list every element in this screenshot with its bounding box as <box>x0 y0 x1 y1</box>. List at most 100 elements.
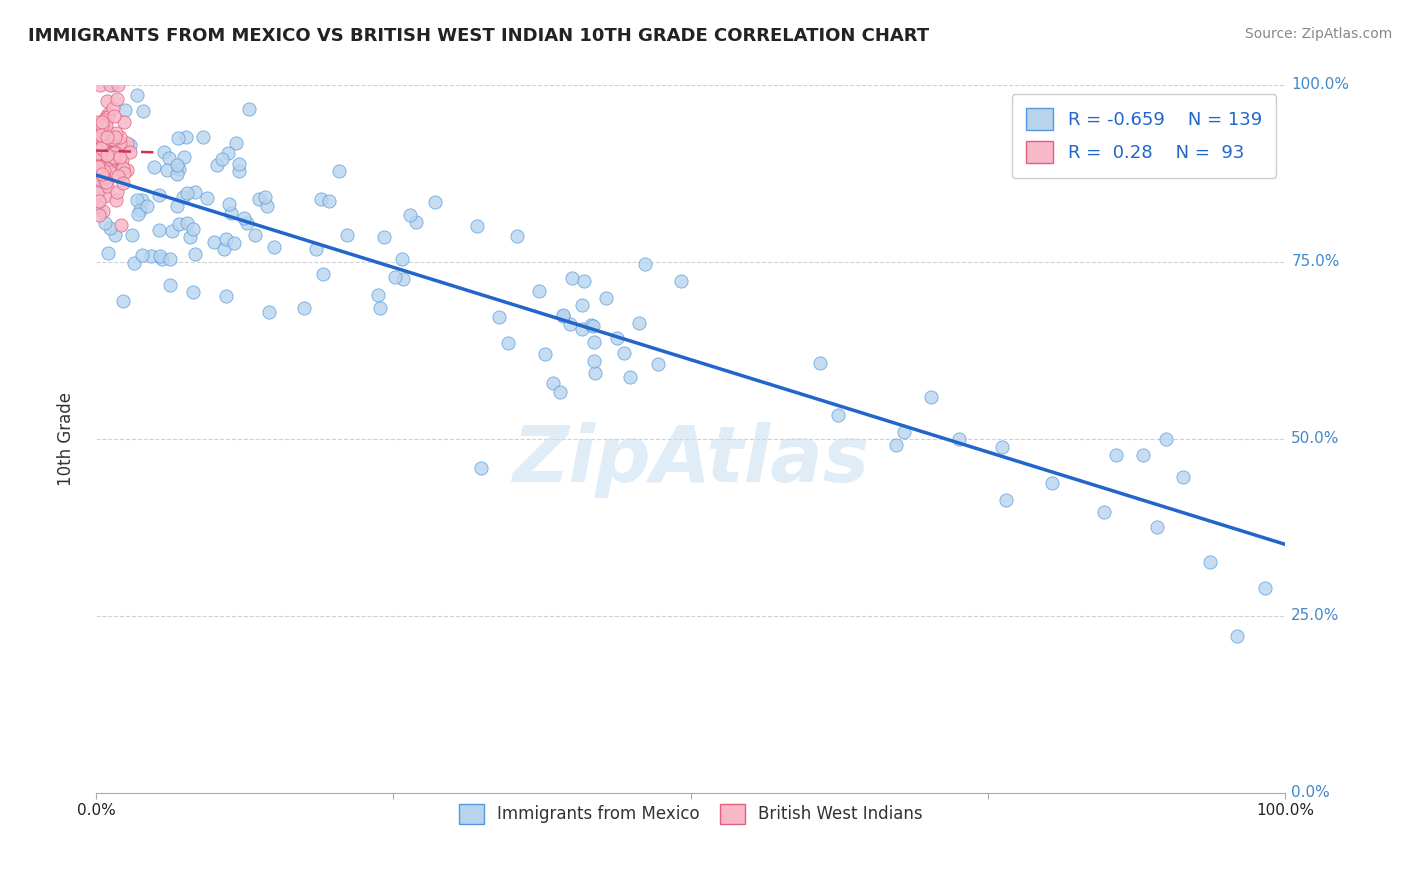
Point <box>159 252 181 266</box>
Point <box>893 425 915 439</box>
Point <box>181 285 204 299</box>
Point <box>86 161 108 175</box>
Point <box>995 492 1018 507</box>
Point <box>86 201 108 215</box>
Point <box>105 185 128 199</box>
Point <box>100 78 122 92</box>
Point <box>84 146 107 161</box>
Point <box>312 267 335 281</box>
Point <box>309 192 332 206</box>
Point <box>305 242 328 256</box>
Legend: Immigrants from Mexico, British West Indians: Immigrants from Mexico, British West Ind… <box>449 794 932 834</box>
Point <box>225 136 247 150</box>
Point <box>212 242 235 256</box>
Point <box>87 163 110 178</box>
Point <box>96 124 118 138</box>
Point <box>582 353 605 368</box>
Point <box>423 195 446 210</box>
Point <box>534 347 557 361</box>
Point <box>94 189 117 203</box>
Point <box>87 125 110 139</box>
Point <box>336 228 359 243</box>
Point <box>553 308 575 322</box>
Point <box>89 78 111 92</box>
Point <box>107 169 129 184</box>
Point <box>127 207 149 221</box>
Point <box>1040 475 1063 490</box>
Point <box>131 193 153 207</box>
Point <box>238 102 260 116</box>
Point <box>110 218 132 232</box>
Point <box>561 270 583 285</box>
Point <box>97 146 120 161</box>
Point <box>93 112 115 127</box>
Point <box>572 274 595 288</box>
Point <box>571 298 593 312</box>
Point <box>104 228 127 243</box>
Point <box>103 133 125 147</box>
Point <box>529 284 551 298</box>
Point <box>647 357 669 371</box>
Point <box>173 150 195 164</box>
Point <box>166 158 188 172</box>
Point <box>181 222 204 236</box>
Point <box>104 193 127 207</box>
Point <box>115 163 138 178</box>
Point <box>548 384 571 399</box>
Point <box>328 164 350 178</box>
Point <box>1253 581 1275 595</box>
Point <box>89 140 111 154</box>
Point <box>107 78 129 92</box>
Point <box>920 391 942 405</box>
Point <box>108 150 131 164</box>
Point <box>91 203 114 218</box>
Point <box>114 103 136 117</box>
Point <box>167 161 190 176</box>
Point <box>103 151 125 165</box>
Point <box>97 246 120 260</box>
Point <box>1132 448 1154 462</box>
Point <box>214 232 236 246</box>
Point <box>103 145 125 160</box>
Point <box>506 228 529 243</box>
Point <box>217 146 239 161</box>
Point <box>176 216 198 230</box>
Point <box>370 301 392 315</box>
Point <box>87 171 110 186</box>
Point <box>373 229 395 244</box>
Point <box>91 142 114 156</box>
Point <box>195 191 218 205</box>
Point <box>90 115 112 129</box>
Point <box>108 136 131 150</box>
Point <box>96 129 118 144</box>
Point <box>90 128 112 143</box>
Point <box>465 219 488 234</box>
Point <box>202 235 225 249</box>
Point <box>118 145 141 159</box>
Point <box>90 138 112 153</box>
Point <box>162 223 184 237</box>
Point <box>87 194 110 208</box>
Point <box>98 78 121 92</box>
Text: 25.0%: 25.0% <box>1291 608 1340 624</box>
Point <box>405 215 427 229</box>
Point <box>541 376 564 390</box>
Point <box>112 294 135 309</box>
Point <box>243 228 266 243</box>
Point <box>136 199 159 213</box>
Point <box>1146 520 1168 534</box>
Point <box>101 132 124 146</box>
Point <box>105 161 128 176</box>
Point <box>104 126 127 140</box>
Point <box>87 131 110 145</box>
Point <box>94 175 117 189</box>
Point <box>91 146 114 161</box>
Point <box>595 291 617 305</box>
Point <box>87 124 110 138</box>
Point <box>152 145 174 159</box>
Point <box>91 120 114 135</box>
Text: Source: ZipAtlas.com: Source: ZipAtlas.com <box>1244 27 1392 41</box>
Point <box>207 158 229 172</box>
Point <box>96 178 118 193</box>
Point <box>100 165 122 179</box>
